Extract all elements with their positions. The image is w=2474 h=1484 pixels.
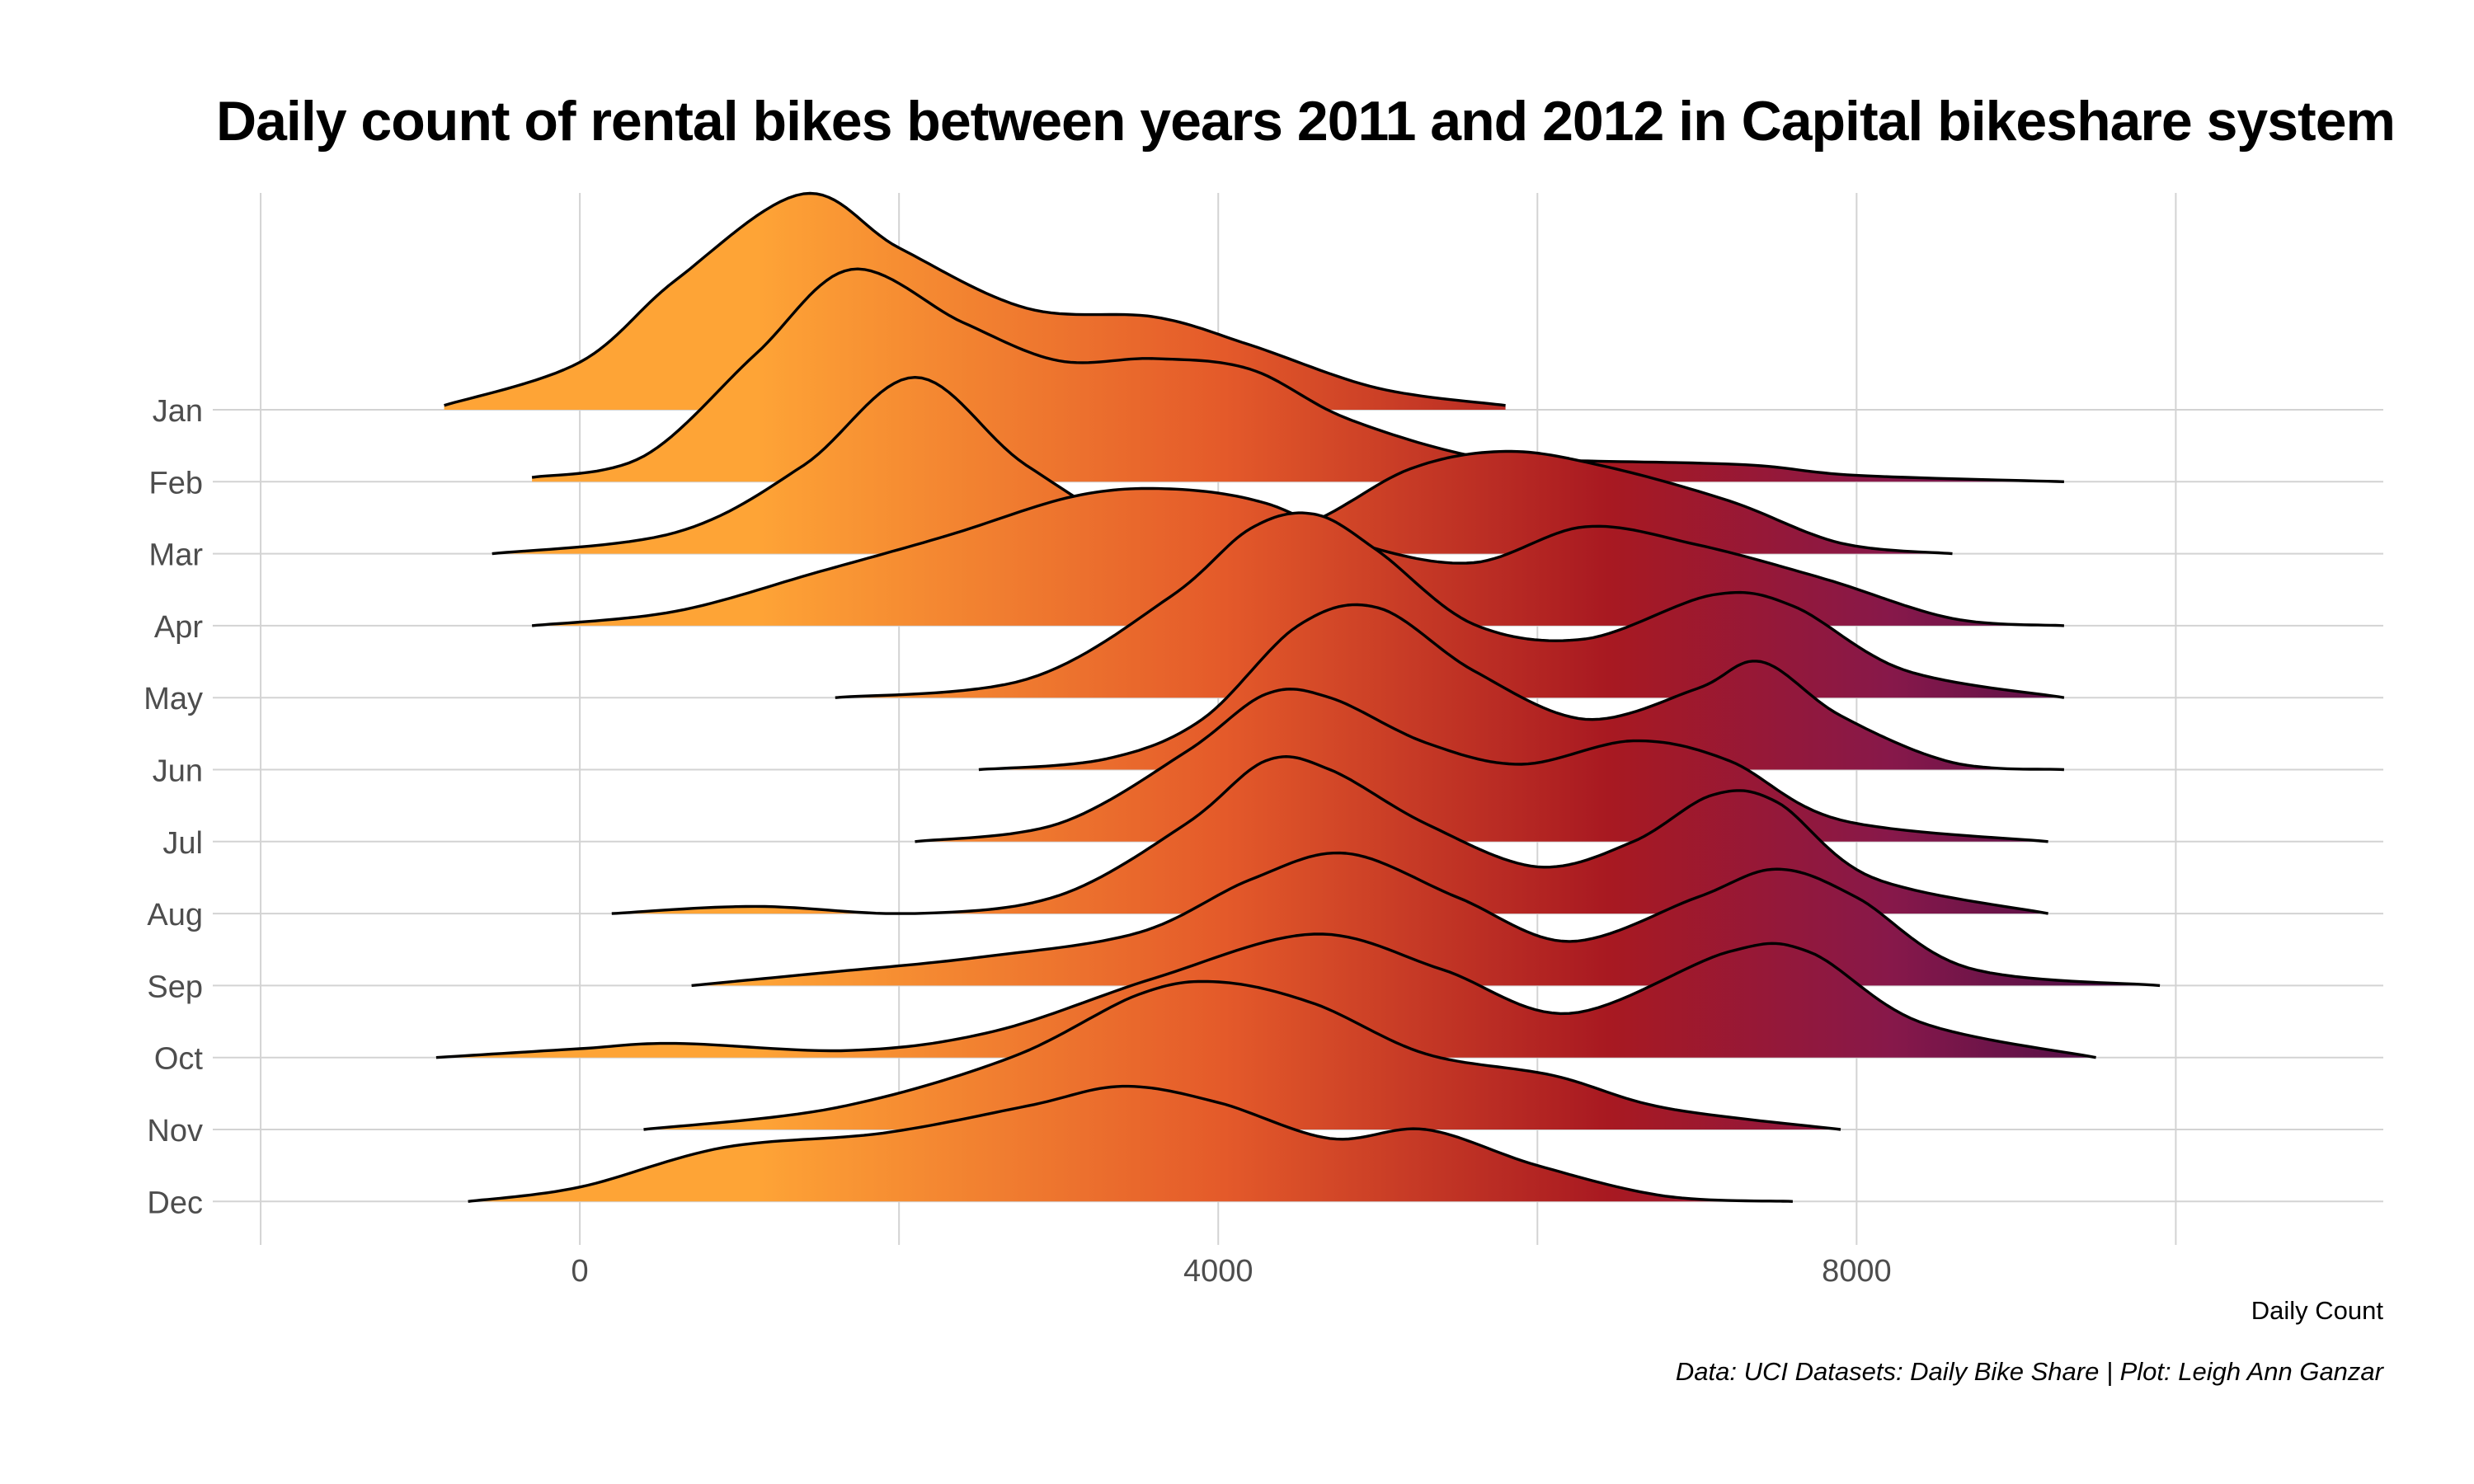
ridge-jan-outline — [444, 191, 1506, 407]
ridge-feb-outline — [531, 267, 2064, 483]
y-tick-label-aug: Aug — [147, 898, 203, 932]
ridge-sep-outline — [691, 851, 2161, 988]
ridge-aug-area — [611, 756, 2048, 914]
y-tick-label-jan: Jan — [153, 394, 203, 429]
ridge-jul-outline — [915, 688, 2048, 843]
ridge-dec-outline — [468, 1084, 1793, 1203]
y-tick-label-feb: Feb — [149, 466, 203, 500]
y-tick-label-mar: Mar — [149, 538, 204, 573]
y-axis-labels: Jan Feb Mar Apr May Jun Jul Aug Sep Oct Nov Dec — [143, 394, 203, 1220]
y-tick-label-apr: Apr — [154, 610, 203, 645]
ridge-jan-area — [444, 193, 1506, 410]
ridge-oct-outline — [435, 932, 2096, 1059]
ridge-nov-area — [643, 981, 1841, 1129]
ridge-mar-area — [492, 377, 1953, 554]
x-tick-label: 8000 — [1822, 1254, 1892, 1289]
chart-caption: Data: UCI Datasets: Daily Bike Share | P… — [1676, 1357, 2385, 1386]
chart-title: Daily count of rental bikes between year… — [216, 90, 2396, 153]
y-tick-label-oct: Oct — [154, 1042, 204, 1077]
y-tick-label-dec: Dec — [147, 1186, 203, 1220]
x-axis-title: Daily Count — [2251, 1296, 2384, 1325]
y-tick-label-may: May — [143, 682, 203, 716]
ridge-jun-outline — [978, 603, 2064, 772]
ridge-may-outline — [835, 511, 2065, 699]
x-tick-label: 0 — [571, 1254, 589, 1289]
ridge-dec-area — [468, 1086, 1793, 1202]
ridges — [435, 191, 2161, 1203]
y-tick-label-sep: Sep — [147, 970, 203, 1004]
x-axis-labels: 0 4000 8000 — [571, 1254, 1892, 1289]
y-tick-label-jun: Jun — [153, 754, 203, 789]
y-tick-label-jul: Jul — [162, 826, 203, 861]
y-tick-label-nov: Nov — [147, 1114, 203, 1148]
x-tick-label: 4000 — [1183, 1254, 1253, 1289]
ridge-may-area — [835, 513, 2064, 698]
ridge-nov-outline — [643, 979, 1841, 1131]
ridge-aug-outline — [611, 755, 2048, 915]
